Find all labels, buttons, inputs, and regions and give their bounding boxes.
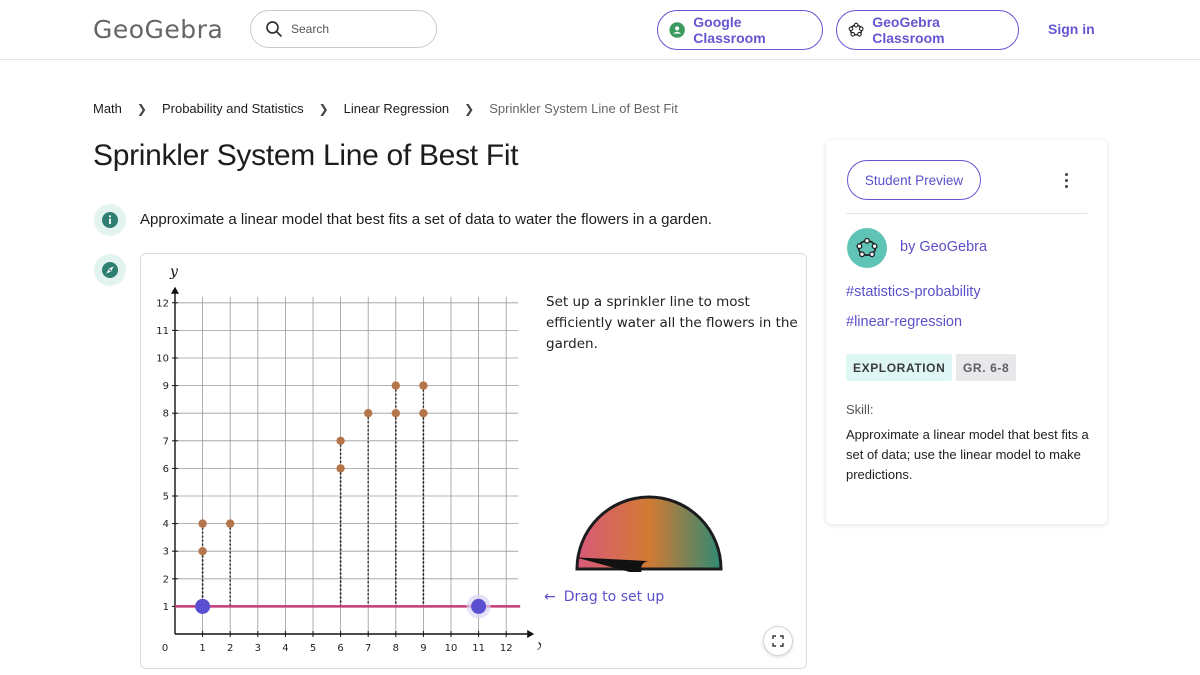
x-tick-label: 1 xyxy=(199,643,205,654)
flower-point xyxy=(336,436,345,445)
avatar[interactable] xyxy=(847,228,887,268)
flower-point xyxy=(391,381,400,390)
breadcrumb-item-probability-statistics[interactable]: Probability and Statistics xyxy=(161,101,304,116)
compass-icon xyxy=(94,254,126,286)
flower-point xyxy=(419,409,428,418)
y-tick-label: 6 xyxy=(163,464,169,475)
flower-point xyxy=(364,409,373,418)
flower-point xyxy=(198,519,207,528)
grade-badge: GR. 6-8 xyxy=(956,354,1017,381)
y-tick-label: 9 xyxy=(163,381,169,392)
divider xyxy=(846,213,1087,214)
geogebra-flower-icon xyxy=(856,237,878,258)
origin-label: 0 xyxy=(162,643,168,654)
tag-statistics-probability[interactable]: #statistics-probability xyxy=(846,284,981,300)
geogebra-logo[interactable]: GeoGebra xyxy=(93,15,224,44)
y-tick-label: 8 xyxy=(163,409,169,420)
x-tick-label: 3 xyxy=(255,643,261,654)
gauge-arc xyxy=(575,495,723,571)
y-tick-label: 4 xyxy=(163,519,169,530)
flower-point xyxy=(391,409,400,418)
geogebra-classroom-icon xyxy=(848,22,864,37)
y-axis-label: y xyxy=(169,264,179,280)
gauge-needle xyxy=(575,557,651,572)
y-tick-label: 3 xyxy=(163,547,169,558)
y-tick-label: 1 xyxy=(163,602,169,613)
type-badge: EXPLORATION xyxy=(846,354,953,381)
y-tick-label: 5 xyxy=(163,492,169,503)
drag-hint-label: Drag to set up xyxy=(563,589,665,605)
x-tick-label: 5 xyxy=(310,643,316,654)
skill-label: Skill: xyxy=(846,402,874,417)
search-icon xyxy=(266,21,282,37)
efficiency-gauge xyxy=(575,495,723,572)
fullscreen-icon xyxy=(772,635,784,647)
author-link[interactable]: by GeoGebra xyxy=(900,239,988,255)
google-classroom-button[interactable]: Google Classroom xyxy=(657,10,823,50)
search-box[interactable] xyxy=(250,10,437,48)
x-axis-arrow xyxy=(527,630,535,638)
breadcrumb: Math ❯ Probability and Statistics ❯ Line… xyxy=(93,101,678,116)
scatter-plot[interactable]: 1234567891011121234567891011120xy xyxy=(141,254,541,668)
chevron-right-icon: ❯ xyxy=(136,101,147,116)
sprinkler-handle[interactable] xyxy=(471,598,487,614)
sign-in-link[interactable]: Sign in xyxy=(1048,21,1095,37)
x-tick-label: 12 xyxy=(500,643,513,654)
flower-point xyxy=(226,519,235,528)
x-tick-label: 9 xyxy=(420,643,426,654)
fullscreen-button[interactable] xyxy=(763,626,793,656)
x-tick-label: 4 xyxy=(282,643,288,654)
geogebra-classroom-label: GeoGebra Classroom xyxy=(872,14,945,46)
y-tick-label: 10 xyxy=(156,354,169,365)
flower-point xyxy=(419,381,428,390)
google-classroom-label: Google Classroom xyxy=(693,14,766,46)
more-options-icon[interactable] xyxy=(1058,170,1074,190)
geogebra-applet[interactable]: 1234567891011121234567891011120xy Set up… xyxy=(140,253,807,669)
breadcrumb-item-math[interactable]: Math xyxy=(93,101,122,116)
info-icon xyxy=(94,204,126,236)
search-input[interactable] xyxy=(291,22,421,36)
x-tick-label: 2 xyxy=(227,643,233,654)
resource-info-card: Student Preview by GeoGebra #statistics-… xyxy=(826,140,1107,524)
drag-hint: ← Drag to set up xyxy=(544,589,664,605)
y-tick-label: 7 xyxy=(163,436,169,447)
x-tick-label: 7 xyxy=(365,643,371,654)
x-tick-label: 8 xyxy=(393,643,399,654)
tag-linear-regression[interactable]: #linear-regression xyxy=(846,314,963,330)
top-bar: GeoGebra Google Classroom GeoGebra Class… xyxy=(0,0,1200,60)
x-tick-label: 10 xyxy=(445,643,458,654)
sprinkler-handle[interactable] xyxy=(195,598,211,614)
x-tick-label: 6 xyxy=(337,643,343,654)
breadcrumb-item-linear-regression[interactable]: Linear Regression xyxy=(343,101,450,116)
flower-point xyxy=(198,547,207,556)
student-preview-button[interactable]: Student Preview xyxy=(847,160,981,200)
y-axis-arrow xyxy=(171,286,179,294)
x-tick-label: 11 xyxy=(472,643,485,654)
page-title: Sprinkler System Line of Best Fit xyxy=(93,139,519,172)
applet-instructions: Set up a sprinkler line to most efficien… xyxy=(546,294,798,352)
geogebra-classroom-button[interactable]: GeoGebra Classroom xyxy=(836,10,1019,50)
arrow-left-icon: ← xyxy=(544,589,556,605)
activity-description: Approximate a linear model that best fit… xyxy=(140,211,712,228)
chevron-right-icon: ❯ xyxy=(464,101,475,116)
y-tick-label: 12 xyxy=(156,298,169,309)
breadcrumb-item-current: Sprinkler System Line of Best Fit xyxy=(489,101,678,116)
skill-description: Approximate a linear model that best fit… xyxy=(846,427,1089,482)
x-axis-label: x xyxy=(537,638,541,654)
google-classroom-icon xyxy=(669,22,685,38)
y-tick-label: 2 xyxy=(163,574,169,585)
y-tick-label: 11 xyxy=(156,326,169,337)
chevron-right-icon: ❯ xyxy=(318,101,329,116)
flower-point xyxy=(336,464,345,473)
